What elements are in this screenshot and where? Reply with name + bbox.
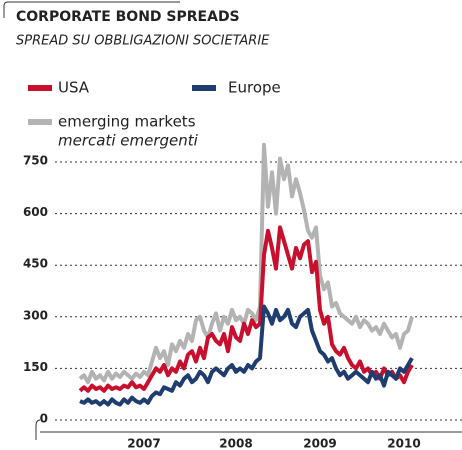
y-tick-label: 450 [23,257,48,271]
legend-sublabel: mercati emergenti [58,132,199,150]
y-tick-label: 0 [40,412,48,426]
legend-label: emerging markets [58,113,196,131]
series-line [78,142,414,385]
legend-label: Europe [228,79,281,97]
x-tick-label: 2008 [219,437,252,450]
chart-subtitle: SPREAD SU OBBLIGAZIONI SOCIETARIE [16,34,270,49]
series-line [78,225,414,393]
frame-corner [3,1,180,18]
y-tick-label: 750 [23,154,48,168]
axis-corner [35,419,41,440]
y-tick-label: 300 [23,308,48,322]
series-line [79,304,414,407]
chart-title: CORPORATE BOND SPREADS [16,9,240,25]
legend-label: USA [58,79,90,97]
y-tick-label: 150 [23,360,48,374]
y-tick-label: 600 [23,205,48,219]
x-tick-label: 2010 [387,437,420,450]
x-tick-label: 2009 [303,437,336,450]
x-tick-label: 2007 [127,437,160,450]
